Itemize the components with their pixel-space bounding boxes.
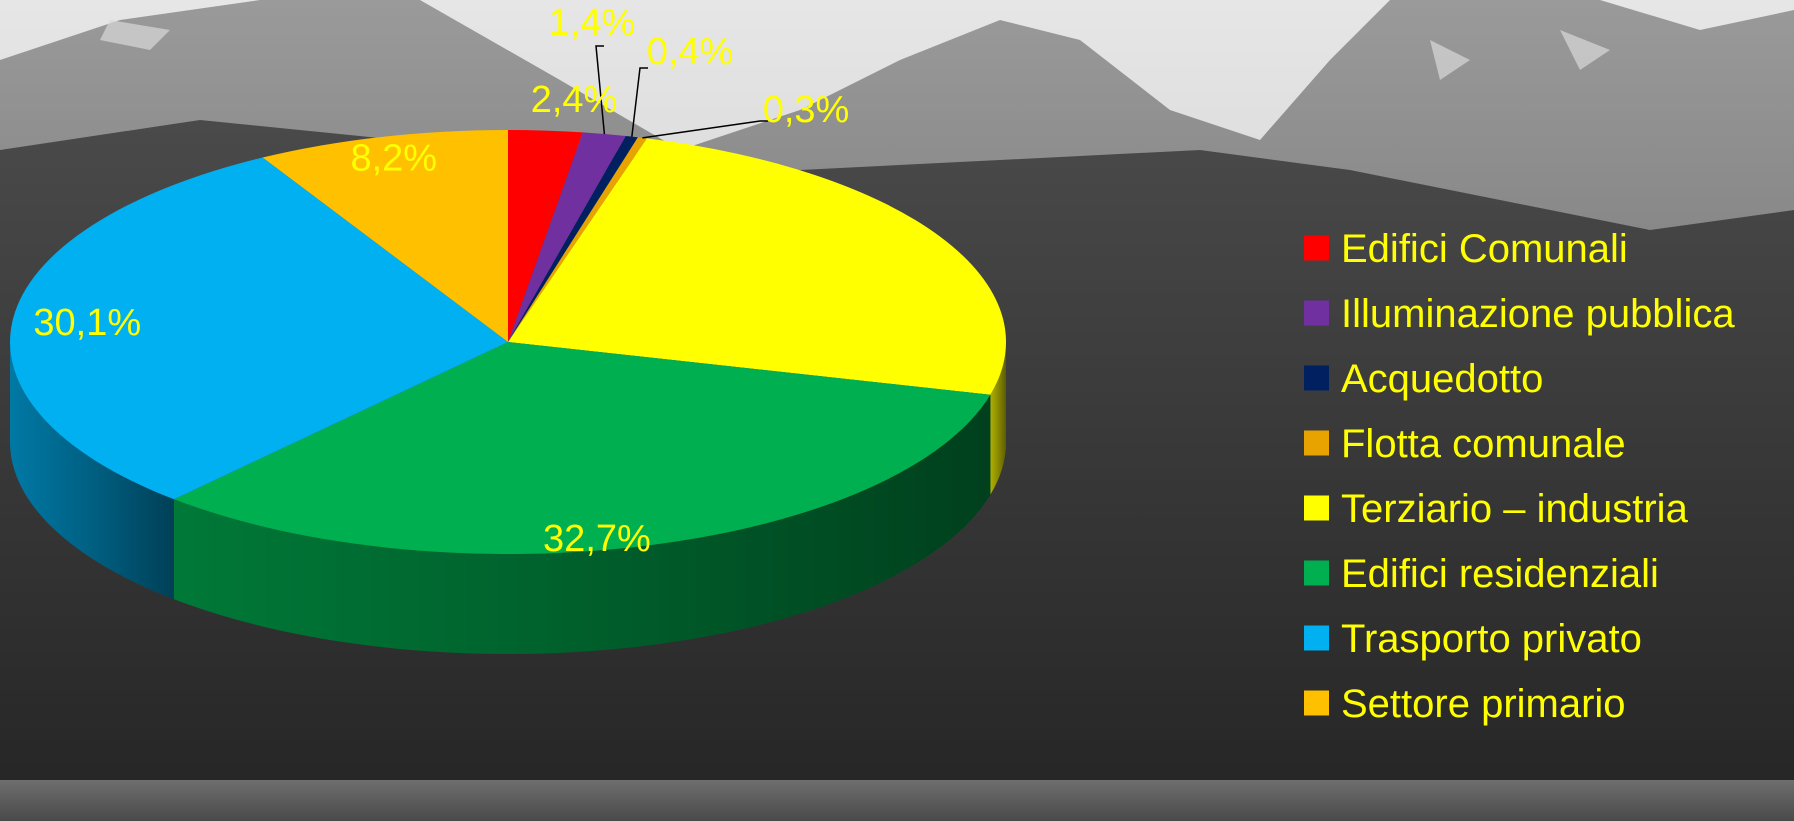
legend-swatch-6: [1304, 625, 1329, 651]
data-label-2: 0,4%: [647, 31, 734, 73]
data-label-7: 8,2%: [350, 137, 437, 179]
legend: Edifici Comunali Illuminazione pubblica Ac…: [1304, 227, 1735, 726]
data-label-1: 1,4%: [549, 2, 636, 44]
legend-swatch-7: [1304, 690, 1329, 716]
legend-label-0: Edifici Comunali: [1341, 227, 1628, 271]
slice-4: [508, 138, 1006, 395]
leader-line-1: [595, 45, 606, 135]
data-label-3: 0,3%: [763, 89, 850, 131]
legend-label-2: Acquedotto: [1341, 357, 1543, 401]
legend-swatch-1: [1304, 300, 1329, 326]
leader-line-2: [631, 67, 648, 137]
legend-label-3: Flotta comunale: [1341, 422, 1626, 466]
slice-3: [508, 137, 647, 342]
data-label-0: 2,4%: [531, 79, 618, 121]
legend-swatch-5: [1304, 560, 1329, 586]
slice-side-shade-4: [990, 342, 1006, 495]
slice-0: [508, 130, 583, 342]
legend-swatch-0: [1304, 235, 1329, 261]
data-label-4: 24,5%: [757, 248, 865, 290]
leader-line-3: [642, 120, 768, 139]
legend-label-4: Terziario – industria: [1341, 487, 1689, 531]
slice-5: [173, 342, 991, 554]
legend-label-5: Edifici residenziali: [1341, 552, 1659, 596]
slice-side-shade-6: [10, 342, 174, 600]
legend-swatch-4: [1304, 495, 1329, 521]
slice-side-shade-5: [173, 394, 991, 654]
legend-swatch-2: [1304, 365, 1329, 391]
data-label-6: 30,1%: [33, 302, 141, 344]
legend-swatch-3: [1304, 430, 1329, 456]
legend-label-6: Trasporto privato: [1341, 617, 1642, 661]
slice-1: [508, 132, 626, 342]
pie-slices: [10, 130, 1006, 554]
slice-2: [508, 136, 638, 342]
slice-7: [262, 130, 508, 342]
leader-lines: [595, 45, 768, 139]
legend-label-7: Settore primario: [1341, 682, 1626, 726]
data-label-5: 32,7%: [543, 518, 651, 560]
pie-sides: [10, 342, 1006, 654]
data-labels: 2,4% 1,4% 0,4% 0,3% 24,5% 32,7% 30,1% 8,2%: [33, 2, 864, 560]
slice-6: [10, 157, 508, 500]
legend-label-1: Illuminazione pubblica: [1341, 292, 1735, 336]
lake: [0, 780, 1794, 821]
